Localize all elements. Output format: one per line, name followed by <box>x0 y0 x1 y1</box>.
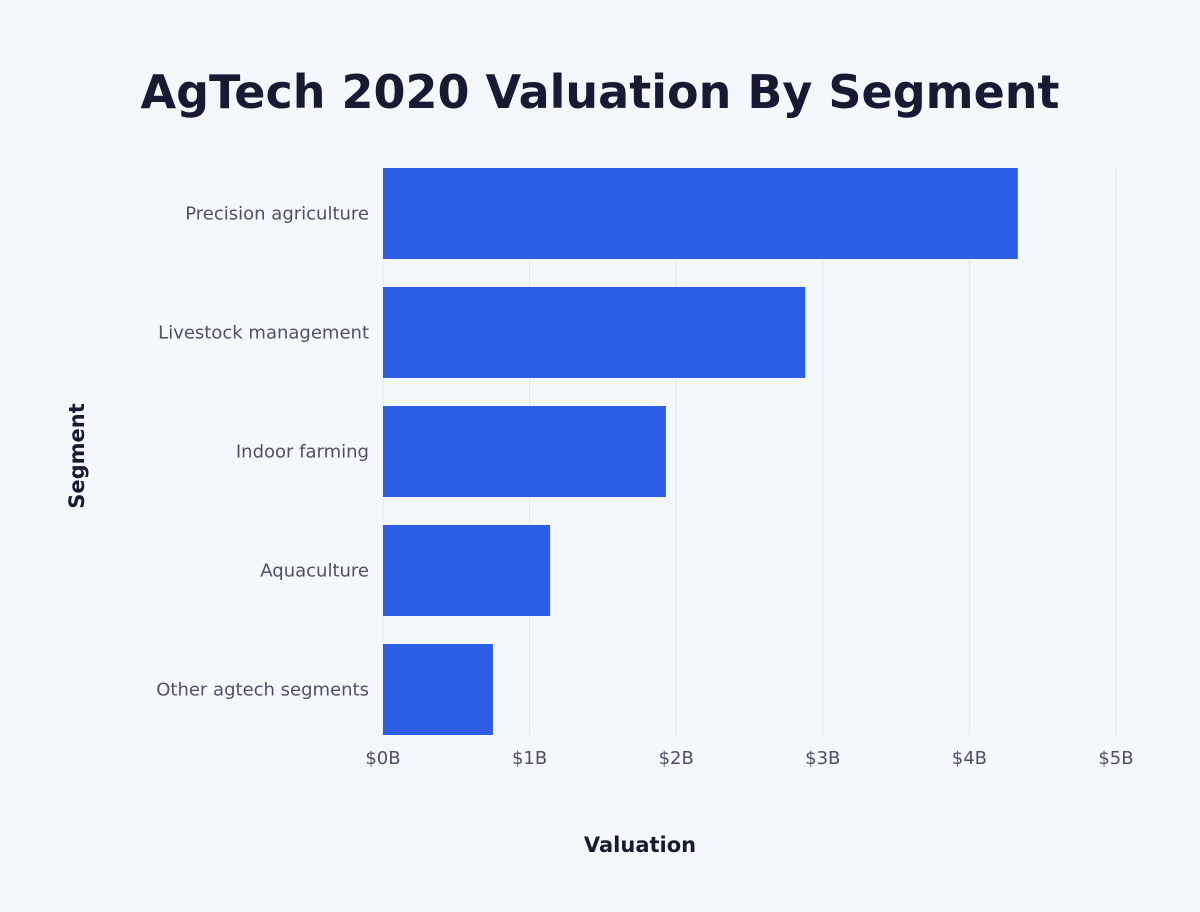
category-label: Precision agriculture <box>185 204 369 225</box>
x-tick-label: $4B <box>952 748 987 769</box>
x-axis-title: Valuation <box>584 833 696 857</box>
category-label: Other agtech segments <box>156 680 369 701</box>
bar <box>383 406 666 497</box>
category-label: Aquaculture <box>260 561 369 582</box>
x-tick-label: $0B <box>365 748 400 769</box>
bar <box>383 168 1018 259</box>
x-tick-label: $1B <box>512 748 547 769</box>
bar <box>383 525 551 616</box>
bar <box>383 287 806 378</box>
x-tick-label: $2B <box>659 748 694 769</box>
x-tick-label: $5B <box>1098 748 1133 769</box>
y-axis-title: Segment <box>65 403 89 509</box>
chart-title: AgTech 2020 Valuation By Segment <box>140 65 1060 119</box>
category-label: Livestock management <box>158 323 369 344</box>
x-tick-labels: $0B $1B $2B $3B $4B $5B <box>365 748 1133 769</box>
category-labels: Precision agriculture Livestock managemen… <box>156 204 369 701</box>
x-tick-label: $3B <box>805 748 840 769</box>
bar <box>383 644 493 735</box>
category-label: Indoor farming <box>236 442 369 463</box>
bars <box>383 168 1018 735</box>
